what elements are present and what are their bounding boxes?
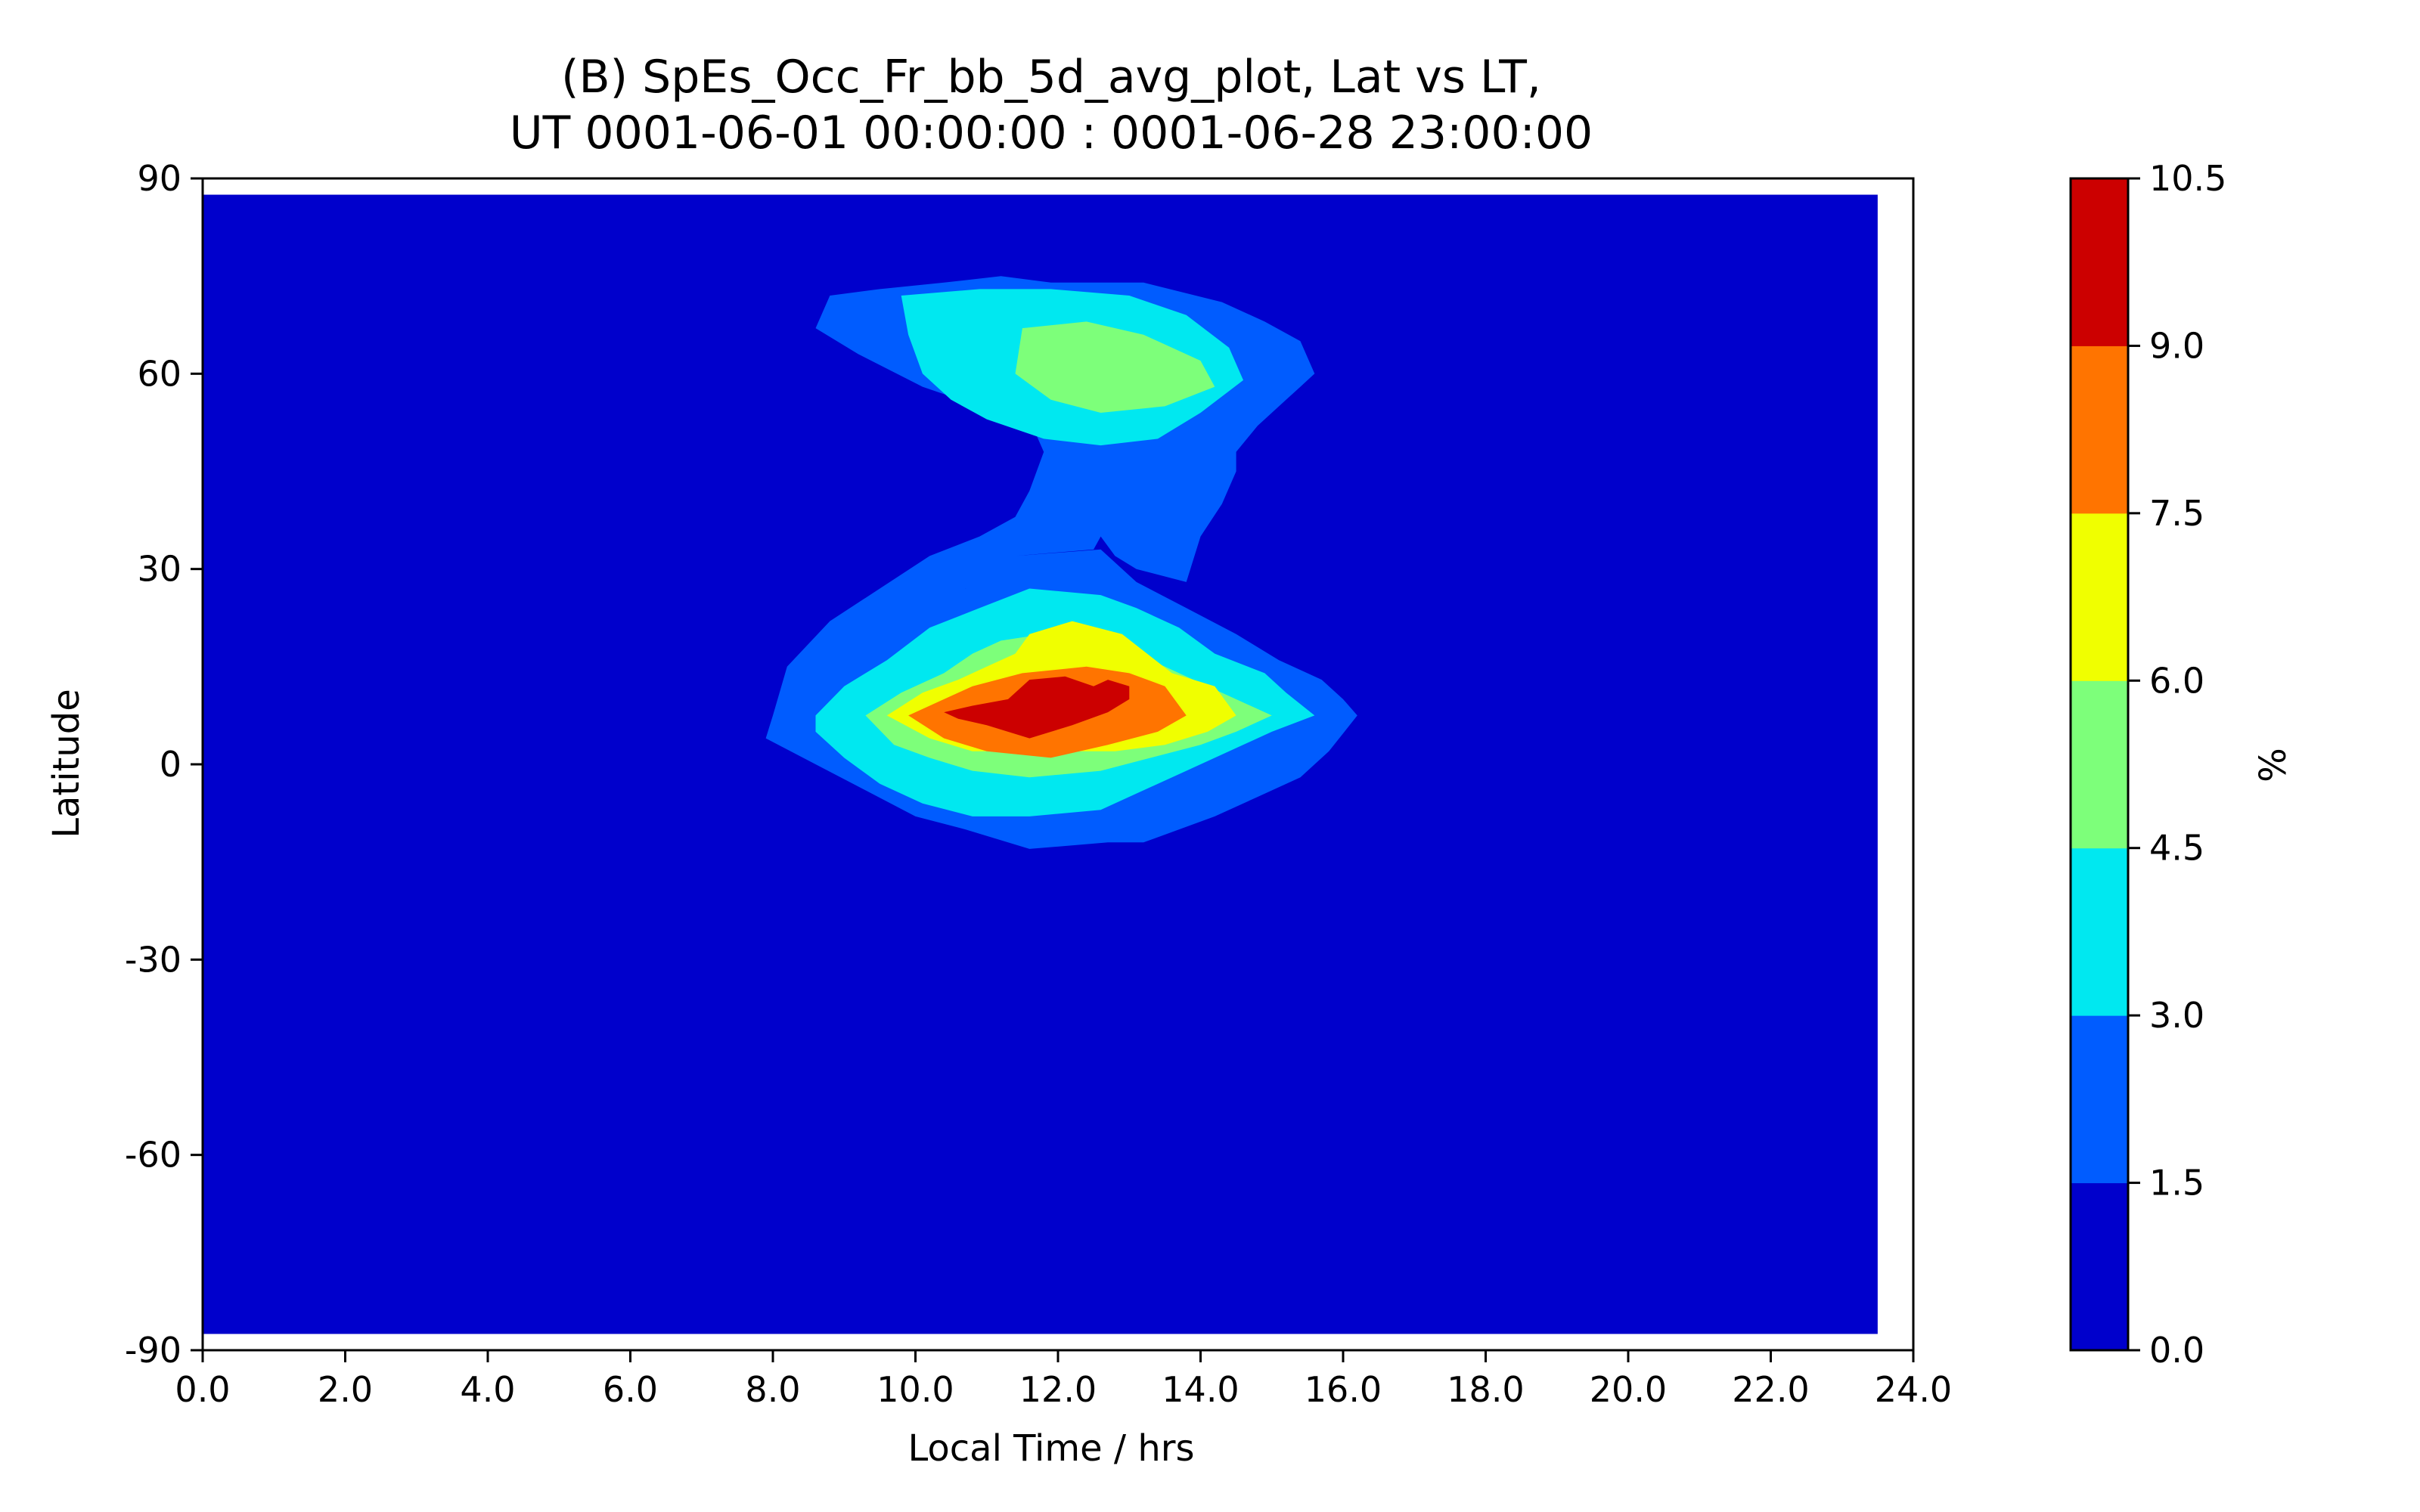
- x-tick-label: 12.0: [1019, 1369, 1097, 1410]
- colorbar-segment: [2071, 1182, 2128, 1351]
- colorbar-frame: [2069, 177, 2130, 1352]
- colorbar-tick-label: 1.5: [2149, 1163, 2204, 1204]
- chart-subtitle: UT 0001-06-01 00:00:00 : 0001-06-28 23:0…: [510, 107, 1593, 160]
- y-axis-label: Latitude: [45, 689, 88, 838]
- y-tick-label: -90: [125, 1330, 182, 1371]
- x-axis-label: Local Time / hrs: [908, 1427, 1195, 1470]
- plot-area: [201, 177, 1915, 1352]
- x-tick-label: 22.0: [1732, 1369, 1809, 1410]
- y-tick-label: -60: [125, 1135, 182, 1176]
- y-tick-label: 90: [137, 158, 182, 199]
- contour-level-4-5: [1015, 321, 1215, 413]
- x-axis-ticks: 0.0 2.0 4.0 6.0 8.0 10.0 12.0 14.0 16.0 18.0 20.0 2…: [175, 1350, 1952, 1410]
- x-tick-label: 2.0: [318, 1369, 373, 1410]
- colorbar-segment: [2071, 847, 2128, 1016]
- colorbar-segment: [2071, 1015, 2128, 1184]
- x-tick-label: 6.0: [603, 1369, 658, 1410]
- y-tick-label: 60: [137, 353, 182, 394]
- colorbar-tick-label: 7.5: [2149, 493, 2204, 534]
- x-tick-label: 24.0: [1875, 1369, 1952, 1410]
- x-tick-label: 16.0: [1305, 1369, 1382, 1410]
- x-tick-label: 20.0: [1590, 1369, 1667, 1410]
- colorbar-tick-label: 0.0: [2149, 1330, 2204, 1371]
- colorbar-segment: [2071, 178, 2128, 346]
- colorbar-tick-label: 3.0: [2149, 995, 2204, 1036]
- x-tick-label: 18.0: [1447, 1369, 1524, 1410]
- colorbar-segment: [2071, 345, 2128, 514]
- colorbar-tick-label: 10.5: [2149, 158, 2226, 199]
- y-tick-label: 30: [137, 549, 182, 590]
- colorbar-tick-label: 9.0: [2149, 325, 2204, 366]
- colorbar-ticks: 10.5 9.0 7.5 6.0 4.5 3.0 1.5 0.0: [2128, 158, 2226, 1371]
- colorbar-segment: [2071, 513, 2128, 681]
- x-tick-label: 14.0: [1162, 1369, 1239, 1410]
- colorbar: [2069, 177, 2130, 1352]
- x-tick-label: 0.0: [175, 1369, 230, 1410]
- colorbar-label: %: [2252, 748, 2294, 782]
- y-axis-ticks: 90 60 30 0 -30 -60 -90: [125, 158, 203, 1371]
- x-tick-label: 4.0: [460, 1369, 515, 1410]
- colorbar-tick-label: 4.5: [2149, 828, 2204, 869]
- chart-title: (B) SpEs_Occ_Fr_bb_5d_avg_plot, Lat vs L…: [561, 51, 1541, 104]
- x-tick-label: 8.0: [745, 1369, 800, 1410]
- colorbar-tick-label: 6.0: [2149, 660, 2204, 701]
- x-tick-label: 10.0: [876, 1369, 954, 1410]
- colorbar-segment: [2071, 680, 2128, 849]
- contour-level-9: [944, 676, 1130, 739]
- y-tick-label: -30: [125, 939, 182, 980]
- y-tick-label: 0: [160, 744, 182, 785]
